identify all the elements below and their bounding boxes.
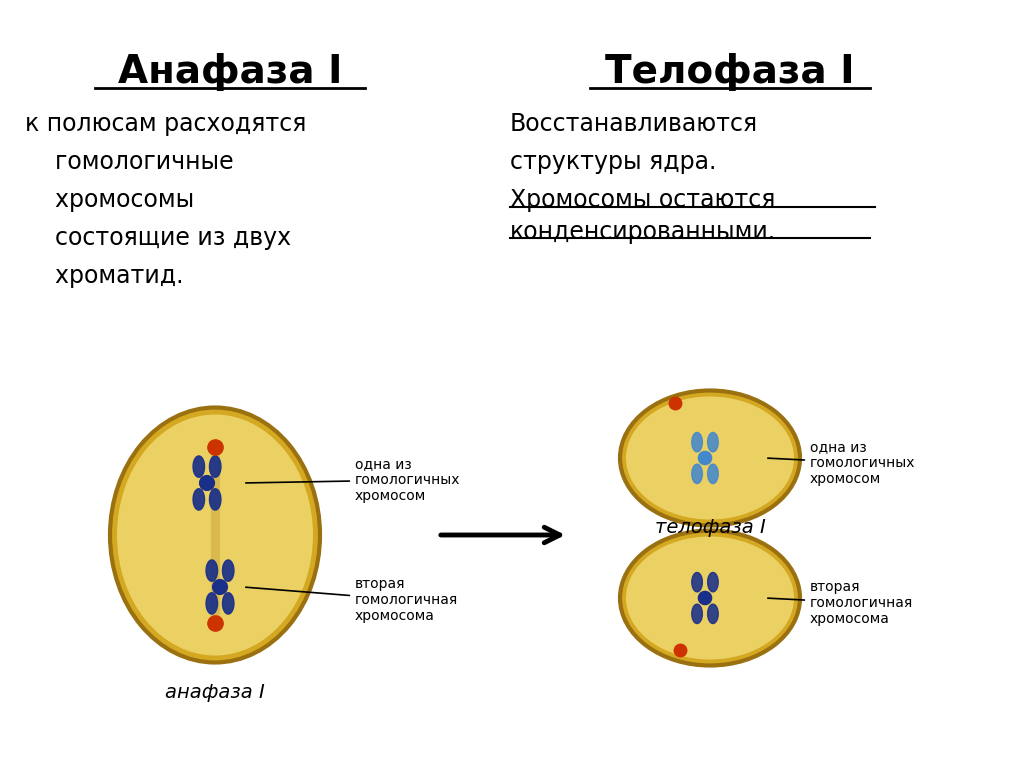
Polygon shape bbox=[206, 560, 217, 581]
Text: анафаза I: анафаза I bbox=[165, 683, 265, 702]
Ellipse shape bbox=[620, 531, 800, 666]
Text: конденсированными.: конденсированными. bbox=[510, 220, 776, 244]
Text: вторая
гомологичная
хромосома: вторая гомологичная хромосома bbox=[768, 580, 913, 626]
Circle shape bbox=[698, 452, 712, 465]
Polygon shape bbox=[210, 456, 221, 477]
Polygon shape bbox=[692, 432, 702, 452]
Polygon shape bbox=[222, 593, 233, 614]
Text: телофаза I: телофаза I bbox=[654, 518, 765, 537]
Polygon shape bbox=[206, 593, 217, 614]
Text: одна из
гомологичных
хромосом: одна из гомологичных хромосом bbox=[768, 440, 915, 486]
Text: состоящие из двух: состоящие из двух bbox=[25, 226, 291, 250]
Polygon shape bbox=[708, 604, 718, 624]
Polygon shape bbox=[692, 604, 702, 624]
Text: одна из
гомологичных
хромосом: одна из гомологичных хромосом bbox=[246, 457, 461, 503]
Text: хроматид.: хроматид. bbox=[25, 264, 183, 288]
Circle shape bbox=[200, 475, 214, 491]
Polygon shape bbox=[708, 572, 718, 592]
Text: гомологичные: гомологичные bbox=[25, 150, 233, 174]
Ellipse shape bbox=[626, 396, 794, 519]
Polygon shape bbox=[210, 488, 221, 510]
Ellipse shape bbox=[620, 390, 800, 525]
Polygon shape bbox=[708, 464, 718, 484]
Circle shape bbox=[213, 580, 227, 594]
Text: к полюсам расходятся: к полюсам расходятся bbox=[25, 112, 306, 136]
Polygon shape bbox=[708, 432, 718, 452]
Polygon shape bbox=[194, 456, 205, 477]
Text: структуры ядра.: структуры ядра. bbox=[510, 150, 717, 174]
Polygon shape bbox=[194, 488, 205, 510]
Text: Телофаза I: Телофаза I bbox=[605, 53, 855, 91]
Text: Хромосомы остаются: Хромосомы остаются bbox=[510, 188, 775, 212]
Polygon shape bbox=[692, 572, 702, 592]
Ellipse shape bbox=[626, 537, 794, 660]
Polygon shape bbox=[692, 464, 702, 484]
Text: Восстанавливаются: Восстанавливаются bbox=[510, 112, 758, 136]
Ellipse shape bbox=[117, 415, 313, 656]
Circle shape bbox=[698, 591, 712, 604]
Text: вторая
гомологичная
хромосома: вторая гомологичная хромосома bbox=[246, 577, 459, 623]
Text: хромосомы: хромосомы bbox=[25, 188, 195, 212]
Polygon shape bbox=[222, 560, 233, 581]
Text: Анафаза I: Анафаза I bbox=[118, 53, 342, 91]
Ellipse shape bbox=[110, 408, 319, 663]
